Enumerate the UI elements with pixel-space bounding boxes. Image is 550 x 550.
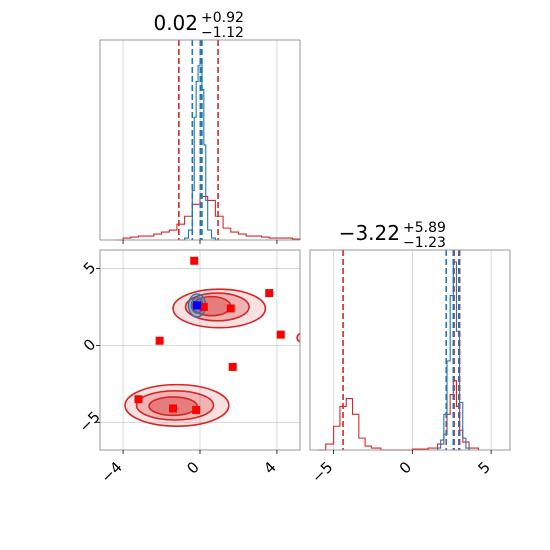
joint-scatter-contour: −4 0 4−505	[75, 249, 301, 486]
x-tick-label: 5	[474, 458, 493, 477]
red-square-marker	[134, 395, 143, 404]
plot-area	[100, 250, 300, 450]
title-value: 0.02	[153, 11, 198, 35]
red-square-marker	[192, 406, 201, 414]
red-square-marker	[190, 256, 199, 265]
marginal-histogram-y: −5 0 5	[308, 249, 511, 486]
x-tick-label: 4	[260, 458, 279, 477]
red-square-marker	[199, 302, 208, 311]
y-tick-label: −5	[75, 408, 103, 436]
red-square-marker	[276, 330, 285, 339]
title-upper-error: +5.89	[403, 220, 446, 236]
titles: 0.02 +0.92−1.12 −3.22 +5.89−1.23	[153, 10, 445, 251]
blue-square-marker	[193, 301, 202, 310]
x-tick-label: −5	[308, 458, 336, 486]
red-square-marker	[226, 304, 235, 313]
red-histogram	[115, 195, 301, 241]
title-value: −3.22	[339, 221, 400, 245]
marginal-histogram-x	[99, 39, 301, 244]
red-square-marker	[228, 362, 237, 371]
x-tick-label: 0	[396, 458, 415, 477]
red-square-marker	[155, 336, 164, 345]
title-upper-error: +0.92	[201, 10, 244, 26]
red-square-marker	[265, 289, 274, 298]
axes-frame	[309, 249, 511, 451]
x-tick-label: −4	[98, 458, 126, 486]
x-tick-label: 0	[183, 458, 202, 477]
red-contour	[296, 332, 300, 343]
red-square-marker	[169, 404, 178, 413]
title-lower-error: −1.12	[201, 25, 244, 41]
title-lower-error: −1.23	[403, 235, 446, 251]
